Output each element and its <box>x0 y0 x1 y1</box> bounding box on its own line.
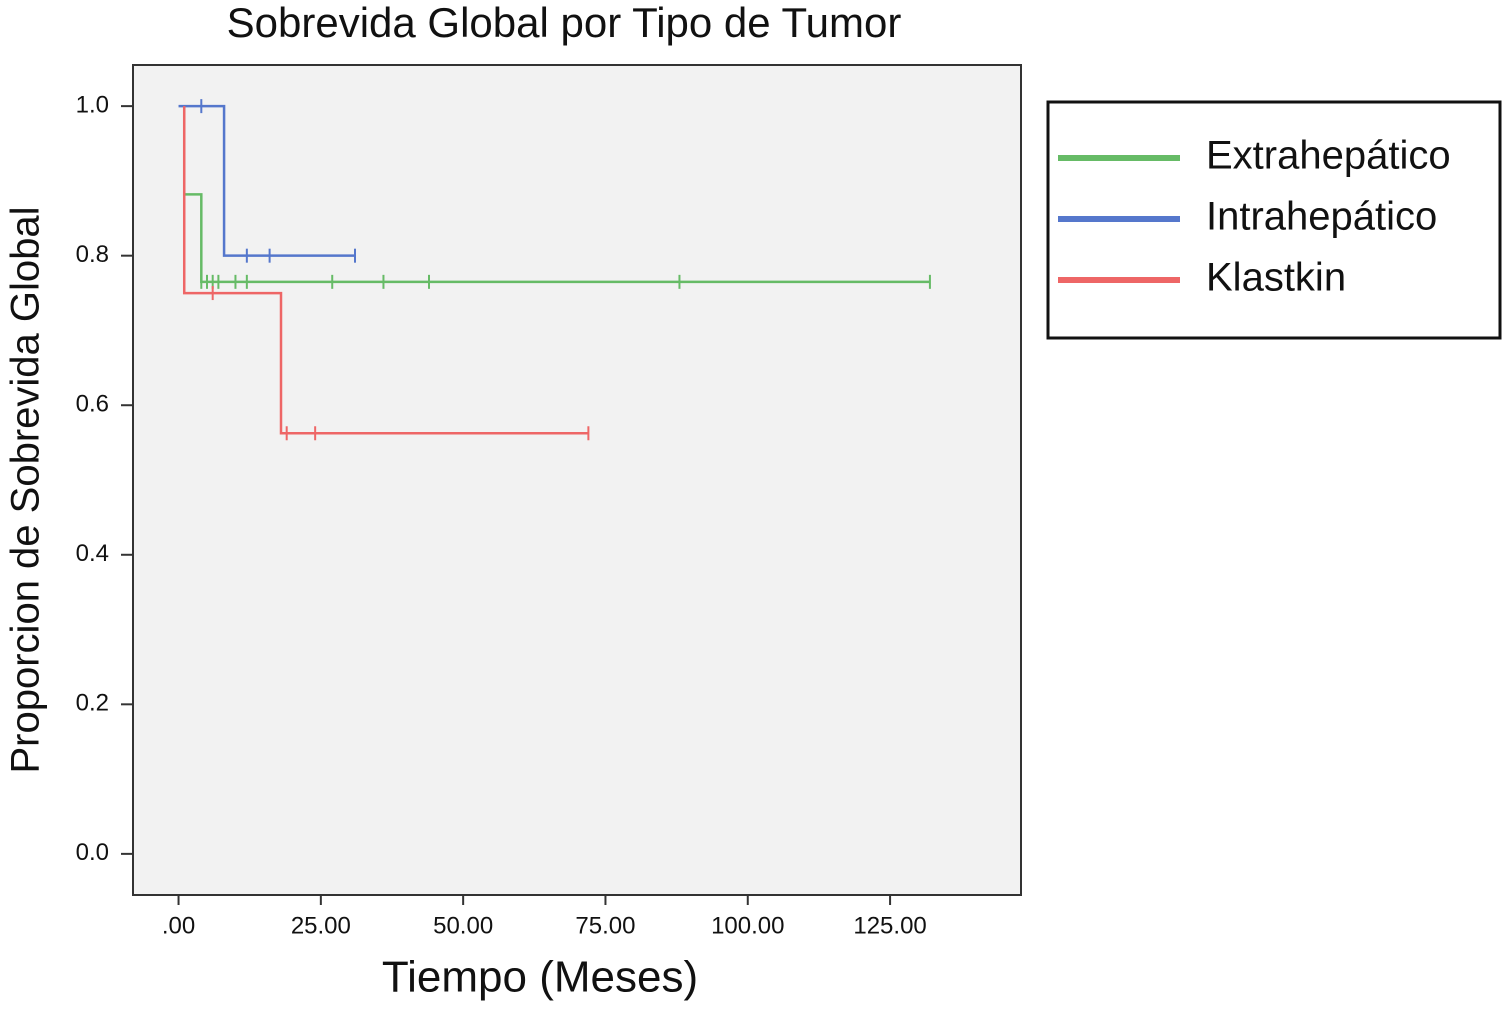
y-tick-label: 0.0 <box>76 839 109 866</box>
x-tick-label: 75.00 <box>575 912 635 939</box>
x-axis-label: Tiempo (Meses) <box>382 953 698 1002</box>
x-tick-label: 25.00 <box>291 912 351 939</box>
survival-line <box>182 106 589 435</box>
legend-label: Intrahepático <box>1206 195 1437 239</box>
y-tick-label: 0.4 <box>76 540 109 567</box>
legend-label: Extrahepático <box>1206 134 1451 178</box>
y-axis-label: Proporcion de Sobrevida Global <box>4 206 48 773</box>
y-tick-label: 0.8 <box>76 241 109 268</box>
y-tick-label: 0.2 <box>76 690 109 717</box>
x-tick-label: 125.00 <box>853 912 926 939</box>
y-tick-label: 0.6 <box>76 391 109 418</box>
legend-label: Klastkin <box>1206 256 1346 300</box>
x-tick-label: 100.00 <box>711 912 784 939</box>
x-tick-label: 50.00 <box>433 912 493 939</box>
y-tick-label: 1.0 <box>76 91 109 118</box>
chart-title: Sobrevida Global por Tipo de Tumor <box>227 0 902 46</box>
plot-area <box>132 64 1022 896</box>
x-tick-label: .00 <box>162 912 195 939</box>
